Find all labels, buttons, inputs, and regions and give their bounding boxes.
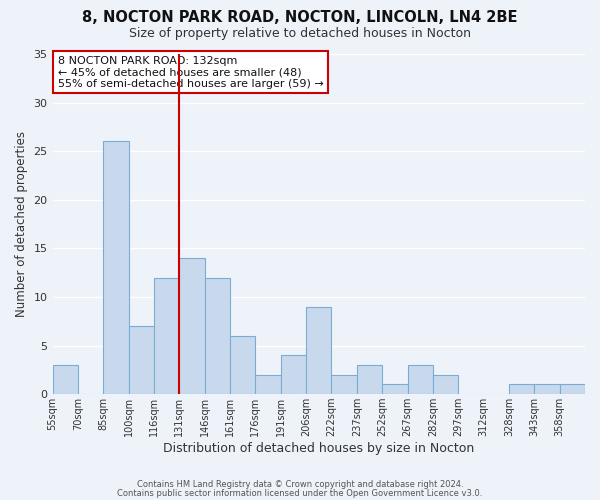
Bar (534, 384, 560, 394)
Text: 8, NOCTON PARK ROAD, NOCTON, LINCOLN, LN4 2BE: 8, NOCTON PARK ROAD, NOCTON, LINCOLN, LN… (82, 10, 518, 25)
Bar (230, 336, 256, 394)
Bar (560, 384, 585, 394)
Bar (382, 384, 407, 394)
Bar (357, 365, 382, 394)
Bar (306, 306, 331, 394)
Bar (433, 374, 458, 394)
Text: 8 NOCTON PARK ROAD: 132sqm
← 45% of detached houses are smaller (48)
55% of semi: 8 NOCTON PARK ROAD: 132sqm ← 45% of deta… (58, 56, 323, 89)
X-axis label: Distribution of detached houses by size in Nocton: Distribution of detached houses by size … (163, 442, 475, 455)
Bar (128, 326, 154, 394)
Bar (154, 278, 179, 394)
Bar (179, 258, 205, 394)
Bar (53, 365, 78, 394)
Text: Size of property relative to detached houses in Nocton: Size of property relative to detached ho… (129, 28, 471, 40)
Bar (407, 365, 433, 394)
Bar (281, 356, 306, 394)
Bar (256, 374, 281, 394)
Bar (103, 142, 128, 394)
Text: Contains public sector information licensed under the Open Government Licence v3: Contains public sector information licen… (118, 488, 482, 498)
Bar (509, 384, 534, 394)
Y-axis label: Number of detached properties: Number of detached properties (15, 131, 28, 317)
Bar (331, 374, 357, 394)
Text: Contains HM Land Registry data © Crown copyright and database right 2024.: Contains HM Land Registry data © Crown c… (137, 480, 463, 489)
Bar (205, 278, 230, 394)
